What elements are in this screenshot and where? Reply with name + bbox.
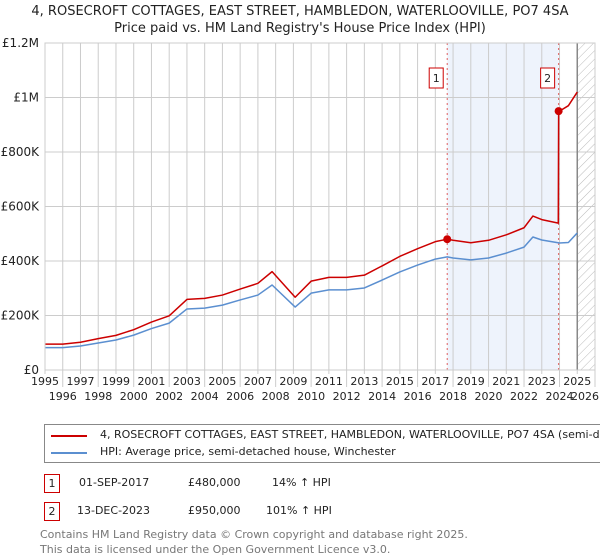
x-tick-label: 2024	[546, 390, 574, 403]
x-tick-label: 1996	[49, 390, 77, 403]
sale-date: 13-DEC-2023	[77, 504, 151, 517]
hpi-line	[45, 232, 578, 349]
x-tick-label: 2007	[244, 375, 272, 388]
chart-title: 4, ROSECROFT COTTAGES, EAST STREET, HAMB…	[31, 4, 569, 19]
legend-label: HPI: Average price, semi-detached house,…	[100, 445, 396, 458]
x-tick-label: 2022	[510, 390, 538, 403]
footer-copyright: Contains HM Land Registry data © Crown c…	[40, 528, 468, 541]
x-tick-label: 2014	[368, 390, 396, 403]
x-tick-label: 2002	[155, 390, 183, 403]
x-tick-label: 2006	[226, 390, 254, 403]
x-tick-label: 1997	[66, 375, 94, 388]
price-paid-line	[45, 91, 578, 345]
x-tick-label: 2010	[297, 390, 325, 403]
legend: 4, ROSECROFT COTTAGES, EAST STREET, HAMB…	[44, 424, 600, 463]
x-tick-label: 2000	[120, 390, 148, 403]
sale-row-1: 1 01-SEP-2017 £480,000 14% ↑ HPI	[44, 474, 544, 493]
legend-swatch-blue	[51, 452, 87, 454]
x-tick-label: 1995	[31, 375, 59, 388]
sale-label-box	[540, 67, 556, 89]
x-tick-label: 2011	[315, 375, 343, 388]
plot-area: 1995 1996 1997 1998 1999 2000 2001 2002 2003 2004…	[1, 36, 599, 403]
sale-hpi-diff: 14% ↑ HPI	[272, 476, 331, 489]
sale-marker-badge: 2	[44, 502, 60, 521]
y-tick-label: £0	[24, 363, 39, 377]
y-tick-label: £1.2M	[2, 36, 39, 50]
footer-licence: This data is licensed under the Open Gov…	[40, 543, 391, 556]
y-tick-label: £1M	[13, 91, 39, 105]
x-tick-label: 2016	[404, 390, 432, 403]
x-tick-label: 2015	[386, 375, 414, 388]
x-tick-label: 2001	[137, 375, 165, 388]
x-tick-label: 2008	[262, 390, 290, 403]
x-tick-label: 2009	[279, 375, 307, 388]
y-tick-label: £400K	[1, 254, 41, 268]
x-tick-label: 2023	[528, 375, 556, 388]
legend-label: 4, ROSECROFT COTTAGES, EAST STREET, HAMB…	[100, 428, 600, 441]
legend-swatch-red	[51, 435, 87, 437]
y-tick-label: £600K	[1, 200, 41, 214]
sale-price: £480,000	[188, 476, 241, 489]
x-tick-label: 2018	[439, 390, 467, 403]
x-tick-label: 2025	[563, 375, 591, 388]
sale-marker-badge: 1	[44, 474, 60, 493]
x-tick-label: 2026	[571, 390, 599, 403]
sale-point	[443, 235, 452, 244]
sale-row-2: 2 13-DEC-2023 £950,000 101% ↑ HPI	[44, 502, 544, 521]
x-tick-label: 2013	[350, 375, 378, 388]
y-tick-label: £800K	[1, 145, 41, 159]
sale-label-number: 1	[433, 72, 440, 85]
sale-price: £950,000	[188, 504, 241, 517]
sale-date: 01-SEP-2017	[79, 476, 150, 489]
x-tick-label: 1998	[84, 390, 112, 403]
sale-point	[554, 107, 563, 116]
x-tick-label: 2012	[333, 390, 361, 403]
x-tick-label: 2003	[173, 375, 201, 388]
x-tick-label: 2019	[457, 375, 485, 388]
sale-label-box	[428, 67, 444, 89]
plot-border	[44, 42, 596, 371]
x-tick-label: 1999	[102, 375, 130, 388]
chart-subtitle: Price paid vs. HM Land Registry's House …	[114, 21, 486, 36]
x-tick-label: 2021	[492, 375, 520, 388]
x-tick-label: 2004	[191, 390, 219, 403]
x-tick-label: 2017	[421, 375, 449, 388]
sale-hpi-diff: 101% ↑ HPI	[266, 504, 332, 517]
x-tick-label: 2005	[208, 375, 236, 388]
sale-label-number: 2	[544, 72, 551, 85]
y-tick-label: £200K	[1, 309, 41, 323]
x-tick-label: 2020	[475, 390, 503, 403]
